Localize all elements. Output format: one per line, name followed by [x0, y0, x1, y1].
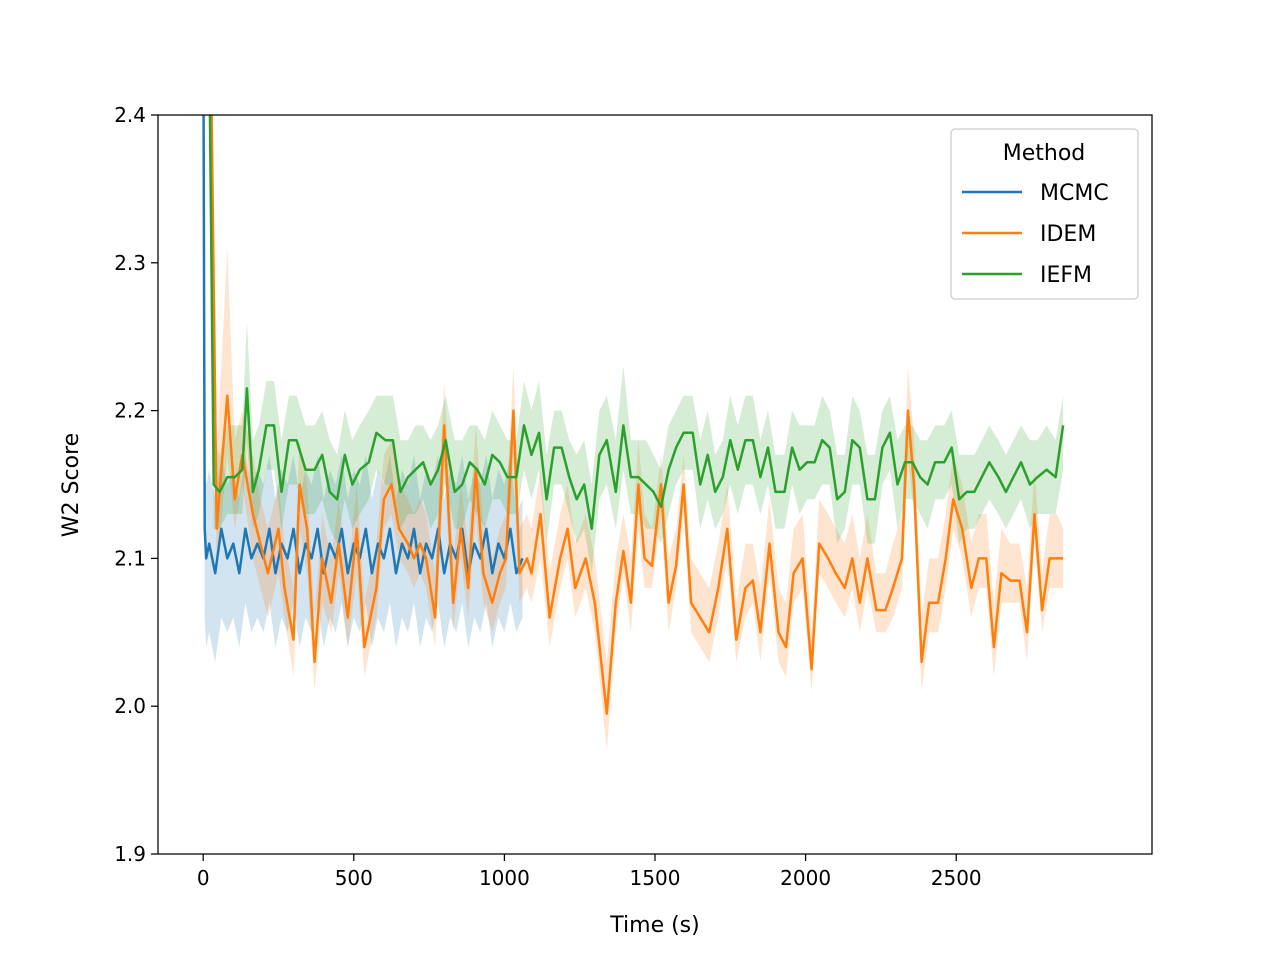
legend-label-mcmc: MCMC: [1040, 181, 1109, 206]
x-tick-label: 2000: [780, 866, 831, 890]
series-lines: [202, 115, 1065, 715]
legend-box: [950, 128, 1139, 300]
x-tick-label: 1500: [630, 866, 681, 890]
legend-label-iefm: IEFM: [1040, 263, 1092, 288]
y-axis: 1.9 2.0 2.1 2.2 2.3 2.4: [114, 103, 158, 866]
x-axis: 0 500 1000 1500 2000 2500: [197, 854, 982, 890]
y-tick-label: 2.3: [114, 251, 146, 275]
x-tick-label: 1000: [479, 866, 530, 890]
mcmc-confidence-band: [203, 115, 523, 662]
mcmc-line: [202, 115, 524, 575]
legend-title: Method: [1003, 141, 1086, 166]
x-axis-label: Time (s): [609, 913, 699, 938]
legend-entries: MCMC IDEM IEFM: [962, 181, 1109, 288]
iefm-line: [208, 115, 1065, 531]
iefm-confidence-band: [209, 115, 1064, 574]
y-axis-label: W2 Score: [59, 433, 84, 537]
y-tick-label: 2.1: [114, 546, 146, 570]
confidence-bands: [203, 115, 1064, 751]
x-tick-label: 500: [335, 866, 373, 890]
legend-label-idem: IDEM: [1040, 222, 1096, 247]
y-tick-label: 2.4: [114, 103, 146, 127]
x-tick-label: 2500: [931, 866, 982, 890]
x-tick-label: 0: [197, 866, 210, 890]
y-tick-label: 2.0: [114, 694, 146, 718]
legend: Method MCMC IDEM IEFM: [950, 128, 1139, 300]
idem-line: [210, 115, 1064, 715]
y-tick-label: 2.2: [114, 399, 146, 423]
y-tick-label: 1.9: [114, 842, 146, 866]
idem-confidence-band: [210, 115, 1064, 751]
